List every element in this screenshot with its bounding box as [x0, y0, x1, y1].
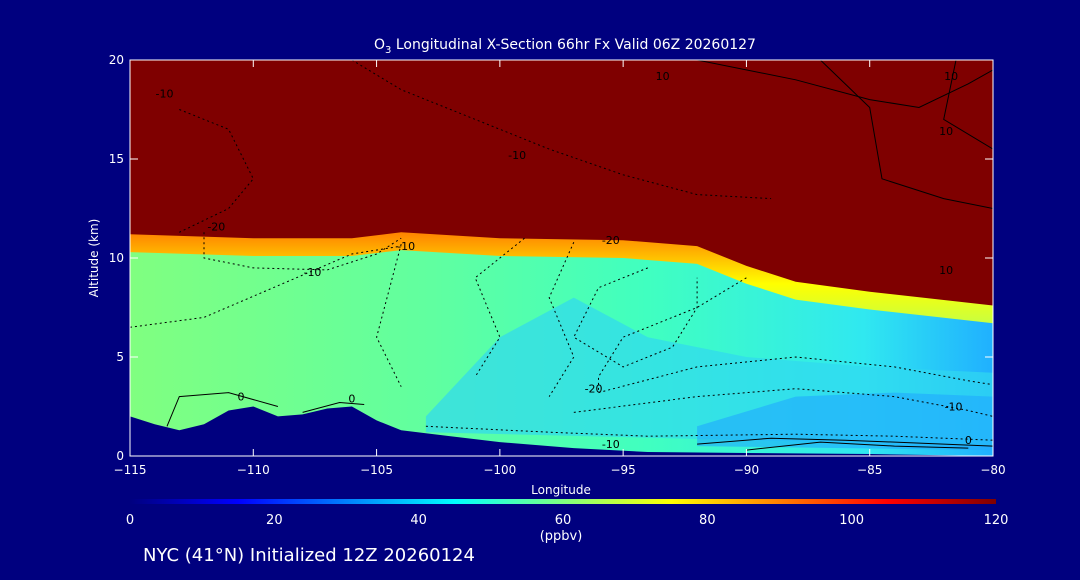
contour-label: -10 [602, 438, 620, 451]
contour-label: -10 [945, 400, 963, 413]
colorbar-tick-label: 100 [839, 513, 864, 528]
contour-label: -20 [602, 234, 620, 247]
x-axis-title: Longitude [531, 483, 591, 497]
contour-line [573, 388, 993, 417]
footer-initialized: NYC (41°N) Initialized 12Z 20260124 [143, 545, 475, 566]
plot-title: O3 Longitudinal X-Section 66hr Fx Valid … [374, 37, 756, 56]
x-tick-label: −90 [734, 463, 759, 477]
colorbar-tick-label: 40 [410, 513, 427, 528]
colorbar-tick-label: 120 [984, 513, 1009, 528]
x-tick-label: −80 [980, 463, 1005, 477]
contour-lines [130, 60, 993, 451]
contour-label: -20 [207, 220, 225, 233]
contour-line [203, 232, 402, 271]
x-tick-label: −85 [857, 463, 882, 477]
contour-label: 10 [944, 70, 958, 83]
contour-line [166, 392, 279, 427]
contour-label: -20 [585, 383, 603, 396]
contour-label: -10 [303, 266, 321, 279]
contour-line [573, 267, 698, 368]
y-tick-label: 15 [109, 152, 124, 166]
title-rest: Longitudinal X-Section 66hr Fx Valid 06Z… [391, 37, 756, 53]
contour-line [697, 60, 993, 109]
contour-label: -10 [508, 149, 526, 162]
contour-line [746, 441, 969, 451]
contour-line [820, 60, 993, 209]
x-tick-label: −105 [360, 463, 393, 477]
contour-line [548, 241, 575, 397]
lowest-ozone-region [697, 392, 993, 451]
title-subscript: 3 [385, 45, 391, 56]
contour-line [943, 60, 993, 150]
stratosphere-core [130, 60, 993, 306]
colorbar-tick-label: 20 [266, 513, 283, 528]
y-axis-title: Altitude (km) [87, 219, 101, 298]
contour-label: 10 [656, 70, 670, 83]
y-tick-label: 5 [116, 350, 124, 364]
contour-label: 0 [348, 393, 355, 406]
x-axis: −115 −110 −105 −100 −95 −90 −85 −80 [114, 60, 1006, 477]
contour-line [474, 237, 525, 378]
contour-label: 0 [237, 391, 244, 404]
contour-label: 10 [939, 264, 953, 277]
y-tick-label: 10 [109, 251, 124, 265]
title-main: O [374, 37, 385, 53]
colorbar-tick-label: 60 [555, 513, 572, 528]
x-tick-label: −100 [483, 463, 516, 477]
contour-labels: -10 -10 10 10 10 -20 -10 -20 10 -10 -20 -10 0 0 -10 0 [156, 70, 972, 451]
contour-label: 0 [965, 434, 972, 447]
contour-label: -10 [397, 240, 415, 253]
y-tick-label: 20 [109, 53, 124, 67]
contour-label: -10 [156, 88, 174, 101]
contour-line [425, 425, 993, 441]
y-axis: 0 5 10 15 20 [109, 53, 993, 463]
contour-line [598, 356, 993, 394]
x-tick-label: −95 [610, 463, 635, 477]
plot-area: -10 -10 10 10 10 -20 -10 -20 10 -10 -20 -10 0 0 -10 0 [130, 60, 993, 456]
contour-label: 10 [939, 125, 953, 138]
colorbar-tick-label: 80 [699, 513, 716, 528]
contour-line [302, 401, 365, 413]
contour-line [179, 109, 254, 233]
x-tick-label: −115 [114, 463, 147, 477]
colorbar-unit: (ppbv) [540, 529, 583, 544]
y-tick-label: 0 [116, 449, 124, 463]
colorbar [130, 499, 996, 504]
contour-line [130, 245, 402, 328]
contour-line [376, 243, 402, 387]
colorbar-tick-label: 0 [126, 513, 134, 528]
contour-line [697, 437, 993, 447]
contour-line [351, 60, 772, 200]
x-tick-label: −110 [237, 463, 270, 477]
colorbar-ticks: 0 20 40 60 80 100 120 [126, 513, 1009, 528]
terrain-mask [130, 406, 993, 456]
